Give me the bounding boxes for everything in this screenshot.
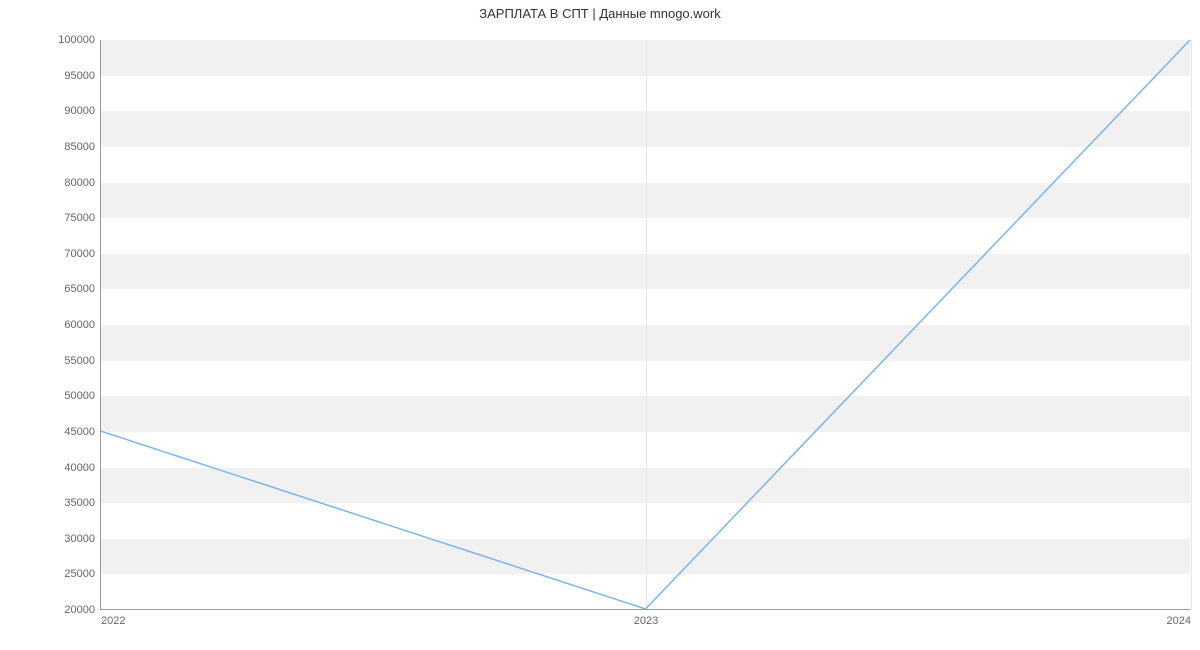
chart-title: ЗАРПЛАТА В СПТ | Данные mnogo.work [0, 6, 1200, 21]
y-tick-label: 60000 [64, 319, 95, 331]
y-tick-label: 55000 [64, 355, 95, 367]
x-tick-label: 2023 [634, 615, 658, 627]
y-tick-label: 85000 [64, 141, 95, 153]
x-tick-label: 2024 [1167, 615, 1191, 627]
y-tick-label: 95000 [64, 70, 95, 82]
y-tick-label: 45000 [64, 426, 95, 438]
y-tick-label: 40000 [64, 462, 95, 474]
series-line-salary [101, 40, 1190, 609]
salary-chart: ЗАРПЛАТА В СПТ | Данные mnogo.work 20000… [0, 0, 1200, 650]
y-tick-label: 90000 [64, 105, 95, 117]
y-tick-label: 20000 [64, 604, 95, 616]
x-gridline [1191, 40, 1192, 609]
y-tick-label: 75000 [64, 212, 95, 224]
x-tick-label: 2022 [101, 615, 125, 627]
y-tick-label: 25000 [64, 568, 95, 580]
y-tick-label: 35000 [64, 497, 95, 509]
y-tick-label: 30000 [64, 533, 95, 545]
y-tick-label: 80000 [64, 177, 95, 189]
y-tick-label: 70000 [64, 248, 95, 260]
y-tick-label: 65000 [64, 283, 95, 295]
line-layer [101, 40, 1190, 609]
y-tick-label: 100000 [58, 34, 95, 46]
y-tick-label: 50000 [64, 390, 95, 402]
plot-area: 2000025000300003500040000450005000055000… [100, 40, 1190, 610]
